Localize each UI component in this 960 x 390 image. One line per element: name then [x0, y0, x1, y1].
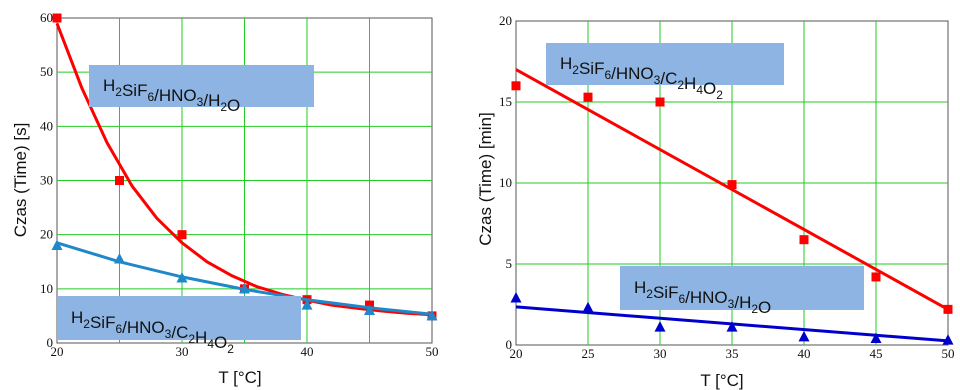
chart2-xtick-label: 40 [798, 346, 811, 361]
chart1-series1-point [52, 13, 62, 23]
chart1-ytick-label: 20 [40, 227, 53, 242]
chart2-x-axis-label: T [°C] [700, 371, 743, 390]
chart1-annotation-label: H2SiF6/HNO3/C2H4O2 [71, 308, 234, 356]
chart2-ytick-label: 5 [506, 256, 513, 271]
chart2-annotation-label: H2SiF6/HNO3/H2O [634, 278, 771, 317]
chart2-series1-fit-line [515, 68, 949, 311]
chart1-series2-point [239, 282, 250, 294]
chart1-xtick-label: 40 [301, 344, 314, 359]
chart1-xtick-label: 50 [426, 344, 439, 359]
chart2-series1-point [799, 235, 809, 245]
chart2-xtick-label: 50 [942, 346, 955, 361]
chart2-series2-point [726, 321, 738, 332]
chart2-series1-point [511, 81, 521, 91]
chart1-ytick-label: 0 [47, 335, 54, 350]
chart1-series2-point [301, 299, 313, 310]
chart1-series1-point [115, 176, 124, 185]
chart1-ytick-label: 30 [40, 173, 53, 188]
chart2-ytick-label: 15 [499, 94, 512, 109]
chart2-series1-point [727, 180, 737, 190]
chart2-series2-point [654, 321, 666, 332]
chart1-ytick-label: 50 [40, 64, 53, 79]
chart1-series2-point [176, 272, 188, 283]
chart2-series2-point [870, 332, 882, 344]
chart2-series1-point [583, 92, 593, 102]
chart2-series1-point [943, 304, 953, 314]
chart2-series2-point [942, 334, 954, 345]
chart1-series1-point [177, 230, 187, 240]
chart2-xtick-label: 20 [510, 346, 523, 361]
chart1-annotation-box [57, 296, 301, 340]
chart1-ytick-label: 40 [40, 118, 53, 133]
chart1-xtick-label: 30 [176, 344, 189, 359]
chart2-xtick-label: 30 [654, 346, 667, 361]
chart1-ytick-label: 10 [40, 281, 53, 296]
chart2-ytick-label: 0 [506, 337, 513, 352]
chart2-series2-point [798, 330, 810, 342]
chart2-xtick-label: 35 [726, 346, 739, 361]
chart2-annotation-box [620, 266, 864, 310]
chart2-ytick-label: 10 [499, 175, 512, 190]
chart2-annotation-box [546, 43, 784, 85]
chart1-series2-point [114, 253, 125, 264]
chart1-xtick-label: 20 [51, 344, 64, 359]
chart2-y-axis-label: Czas (Time) [min] [476, 112, 495, 246]
chart2-xtick-label: 25 [582, 346, 595, 361]
chart2-series1-point [871, 272, 881, 282]
chart2-ytick-label: 20 [499, 13, 512, 28]
chart1-series2-point [426, 309, 438, 321]
chart2-series2-point [510, 292, 522, 303]
chart1-x-axis-label: T [°C] [218, 368, 261, 387]
chart1-series2-point [364, 304, 375, 315]
chart1-ytick-label: 60 [40, 10, 53, 25]
chart2-series2-point [582, 301, 594, 313]
chart2-xtick-label: 45 [870, 346, 883, 361]
chart1-annotation-label: H2SiF6/HNO3/H2O [103, 76, 240, 115]
chart1-annotation-box [89, 65, 314, 107]
chart2-series1-point [655, 97, 665, 107]
chart1-series2-point [51, 239, 63, 250]
chart1-y-axis-label: Czas (Time) [s] [11, 123, 30, 238]
chart2-annotation-label: H2SiF6/HNO3/C2H4O2 [560, 54, 723, 102]
